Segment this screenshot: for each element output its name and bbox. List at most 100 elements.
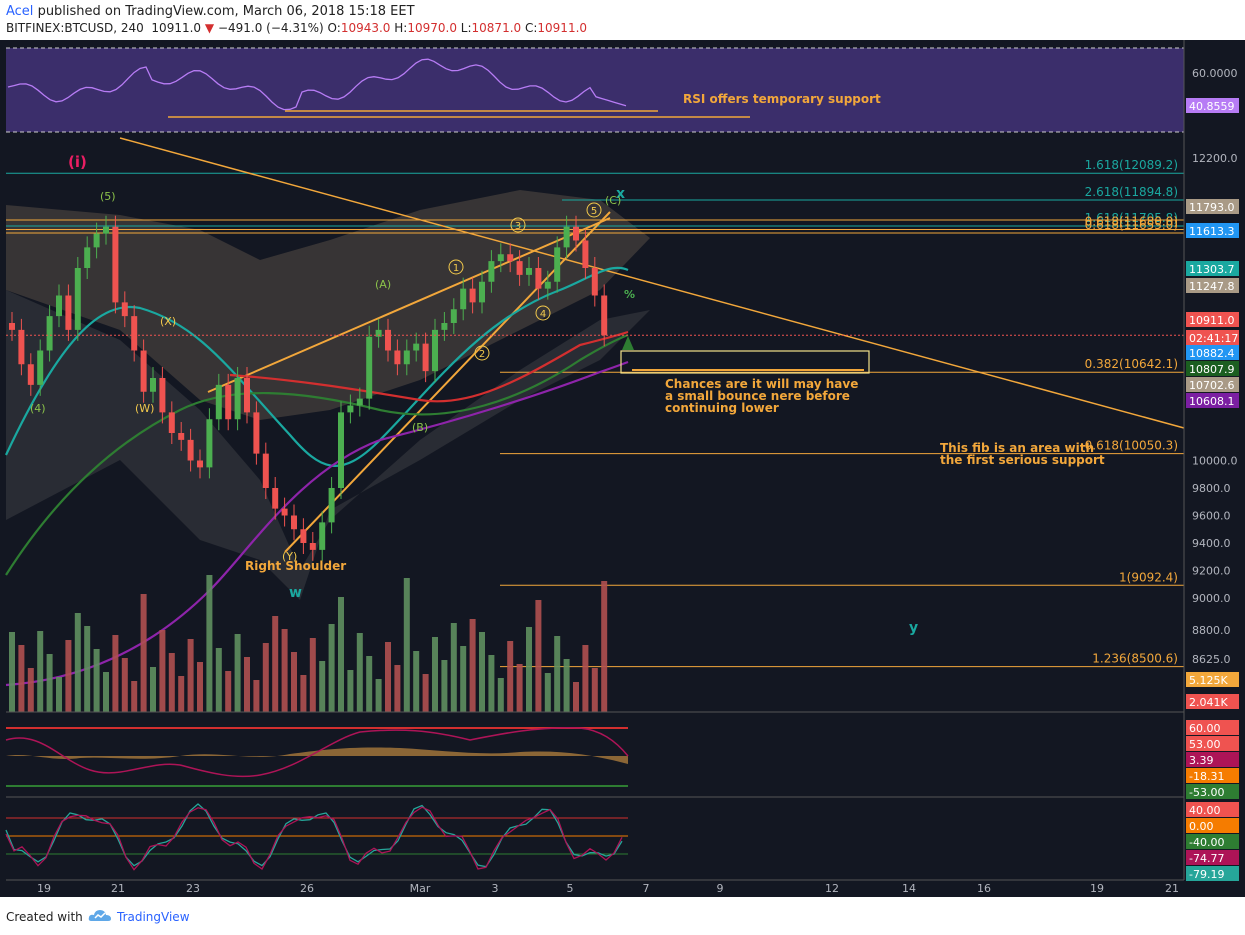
wave-circle-4 — [535, 305, 551, 321]
candle — [375, 329, 382, 337]
price-tick-3: 10000.0 — [1192, 455, 1238, 468]
ind3-tag-1: 0.00 — [1189, 820, 1214, 833]
fib-note-line-0: This fib is an area with — [940, 441, 1094, 455]
wave-w-label: w — [289, 585, 302, 601]
candle — [403, 350, 410, 365]
wave-w-paren: (W) — [135, 402, 154, 415]
candle — [187, 439, 194, 461]
volume-bar — [366, 656, 373, 712]
volume-bar — [93, 649, 100, 712]
tradingview-link[interactable]: TradingView — [117, 910, 190, 924]
candle — [422, 343, 429, 372]
candle — [488, 261, 495, 282]
ind2-tag-bg-2 — [1186, 752, 1239, 767]
volume-bar — [65, 640, 72, 712]
wave-circle-2 — [474, 345, 490, 361]
bounce-note-line-0: Chances are it will may have — [665, 377, 858, 391]
volume-bar — [432, 637, 438, 712]
ind2-tag-1: 53.00 — [1189, 738, 1221, 751]
candle — [450, 309, 457, 323]
price-tick-6: 9400.0 — [1192, 537, 1231, 550]
wave-y-label: y — [909, 620, 918, 636]
candle — [206, 419, 213, 468]
volume-bar — [526, 627, 532, 712]
volume-bar — [46, 654, 53, 712]
price-tick-7: 9200.0 — [1192, 565, 1231, 578]
chart-area[interactable]: RSI offers temporary support 1.618(12089… — [0, 40, 1245, 897]
candle — [46, 316, 53, 351]
candle — [215, 384, 222, 420]
price-tick-5: 9600.0 — [1192, 510, 1231, 523]
percent-label: % — [624, 288, 635, 301]
candle — [272, 488, 279, 509]
candle — [356, 398, 363, 406]
candle — [563, 226, 570, 248]
fib-label-0: 1.618(12089.2) — [1085, 158, 1178, 172]
fib-note-line-1: the first serious support — [940, 453, 1105, 467]
fib-label-4: 0.618(11680.0) — [1085, 215, 1178, 229]
price-tag-11: 2.041K — [1189, 696, 1228, 709]
volume-bar — [591, 668, 598, 712]
wave-number-1: 1 — [453, 263, 459, 274]
volume-bar — [103, 672, 109, 712]
x-tick-10: 14 — [902, 882, 916, 895]
ind2-tag-3: -18.31 — [1189, 770, 1224, 783]
publisher-line: Acel published on TradingView.com, March… — [6, 4, 415, 19]
price-tag-bg-4 — [1186, 312, 1239, 327]
created-with-label: Created with — [6, 910, 83, 924]
volume-bar — [187, 639, 194, 712]
price-tag-9: 10608.1 — [1189, 395, 1235, 408]
volume-bar — [497, 678, 504, 712]
volume-bar — [403, 578, 410, 712]
author-link[interactable]: Acel — [6, 4, 34, 19]
price-change: −491.0 (−4.31%) — [217, 21, 324, 35]
x-tick-3: 26 — [300, 882, 314, 895]
candle — [582, 240, 589, 268]
wave-number-4: 4 — [540, 309, 546, 320]
symbol-label[interactable]: BITFINEX:BTCUSD, 240 — [6, 21, 144, 35]
price-tag-bg-6 — [1186, 345, 1239, 360]
rsi-tag: 40.8559 — [1189, 100, 1235, 113]
ind2-tag-0: 60.00 — [1189, 722, 1221, 735]
volume-bar — [178, 676, 185, 712]
volume-bar — [234, 634, 241, 712]
x-tick-11: 16 — [977, 882, 991, 895]
tradingview-cloud-icon[interactable] — [88, 907, 112, 923]
fib-label-3: 0.618(11655.0) — [1085, 218, 1178, 232]
candle — [591, 268, 598, 296]
candle — [328, 488, 335, 523]
price-tag-0: 11793.0 — [1189, 201, 1235, 214]
volume-bar — [554, 636, 561, 712]
candle — [441, 323, 448, 330]
volume-bar — [394, 665, 401, 712]
candle — [554, 247, 561, 282]
chart-svg[interactable]: RSI offers temporary support 1.618(12089… — [0, 40, 1245, 897]
low-value: 10871.0 — [471, 21, 522, 35]
rsi-panel — [6, 48, 1184, 132]
candle — [150, 378, 156, 392]
x-tick-9: 12 — [825, 882, 839, 895]
price-tag-bg-7 — [1186, 361, 1239, 376]
wave-5-label: (5) — [100, 190, 116, 203]
price-tag-bg-9 — [1186, 393, 1239, 408]
candle — [84, 247, 91, 268]
volume-bar — [385, 642, 391, 712]
bounce-note-line-2: continuing lower — [665, 401, 779, 415]
high-label: H: — [394, 21, 408, 35]
volume-bar — [601, 581, 608, 712]
candle — [234, 378, 241, 420]
fib-label-5: 0.382(10642.1) — [1085, 357, 1178, 371]
wedge-upper — [207, 217, 611, 393]
volume-bar — [413, 651, 420, 712]
candle — [9, 323, 15, 330]
volume-bar — [516, 664, 523, 712]
volume-bar — [422, 674, 429, 712]
rsi-line — [7, 58, 627, 111]
ind2-tag-4: -53.00 — [1189, 786, 1224, 799]
volume-bar — [441, 660, 448, 712]
price-tag-7: 10807.9 — [1189, 363, 1235, 376]
volume-bar — [140, 594, 147, 712]
trend-line — [119, 137, 1185, 429]
price-tick-4: 9800.0 — [1192, 482, 1231, 495]
price-tag-2: 11303.7 — [1189, 263, 1235, 276]
